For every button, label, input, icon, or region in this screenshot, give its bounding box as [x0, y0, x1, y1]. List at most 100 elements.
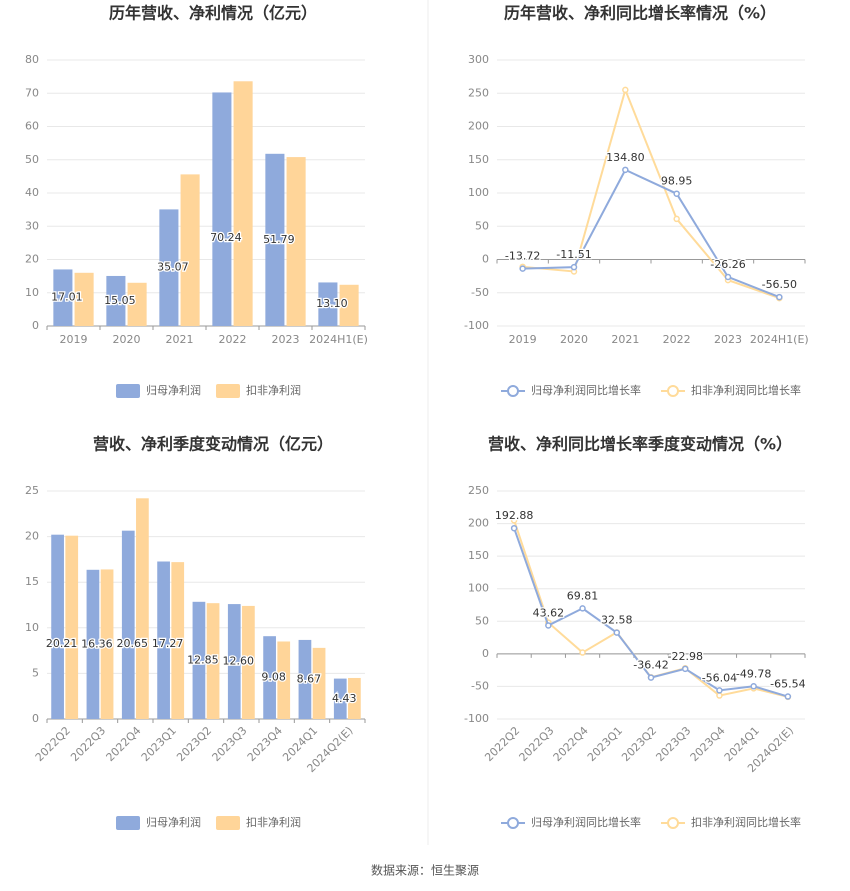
x-tick-label: 2023Q4	[245, 724, 285, 764]
point	[776, 293, 783, 301]
bar	[233, 81, 253, 326]
bar	[333, 678, 347, 719]
y-tick-label: 0	[482, 253, 489, 266]
point	[519, 265, 526, 272]
legend-swatch	[507, 817, 519, 829]
bar	[298, 639, 312, 719]
legend-label: 归母净利润	[146, 815, 201, 829]
legend-swatch	[116, 384, 140, 398]
data-label: -22.98	[667, 650, 702, 663]
data-label: 20.65	[117, 637, 149, 650]
y-tick-label: 250	[468, 86, 489, 99]
legend-label: 扣非净利润同比增长率	[691, 383, 801, 397]
y-tick-label: 25	[25, 484, 39, 497]
data-label: -11.51	[556, 248, 591, 261]
data-label: 134.80	[606, 151, 645, 164]
data-label: -49.78	[736, 667, 771, 680]
y-tick-label: 50	[475, 614, 489, 627]
point	[716, 687, 723, 694]
data-label: 43.62	[533, 606, 565, 619]
data-label: -13.72	[505, 250, 540, 263]
y-tick-label: -50	[471, 286, 489, 299]
x-tick-label: 2023Q3	[210, 724, 250, 764]
legend-swatch	[216, 384, 240, 398]
data-label: 12.60	[223, 655, 255, 668]
point	[724, 273, 732, 281]
x-tick-label: 2022Q3	[68, 724, 108, 764]
data-label: 35.07	[157, 261, 189, 274]
x-tick-label: 2022Q2	[482, 724, 522, 764]
x-tick-label: 2022Q4	[551, 724, 591, 764]
y-tick-label: 20	[25, 253, 39, 266]
data-label: 69.81	[567, 589, 599, 602]
bar	[86, 569, 100, 719]
x-tick-label: 2023Q3	[653, 724, 693, 764]
data-label: 8.67	[297, 672, 322, 685]
x-tick-label: 2022Q2	[33, 724, 73, 764]
point	[673, 215, 680, 223]
x-tick-label: 2020	[560, 333, 588, 346]
data-label: 192.88	[495, 509, 534, 522]
y-tick-label: 150	[468, 549, 489, 562]
legend-label: 扣非净利润同比增长率	[691, 815, 801, 829]
y-tick-label: 50	[25, 153, 39, 166]
y-tick-label: 200	[468, 120, 489, 133]
legend-swatch	[667, 385, 679, 397]
legend-label: 归母净利润同比增长率	[531, 815, 641, 829]
bar	[277, 641, 291, 719]
x-tick-label: 2020	[113, 333, 141, 346]
bar	[348, 677, 361, 719]
x-tick-label: 2022	[663, 333, 691, 346]
point	[579, 605, 586, 612]
x-tick-label: 2022Q3	[517, 724, 557, 764]
data-label: 20.21	[46, 637, 78, 650]
y-tick-label: -50	[471, 679, 489, 692]
bar	[242, 605, 255, 719]
data-label: 51.79	[263, 233, 295, 246]
bar	[51, 534, 64, 719]
data-label: 32.58	[601, 614, 633, 627]
y-tick-label: 15	[25, 575, 39, 588]
x-tick-label: 2019	[60, 333, 88, 346]
bar	[100, 569, 114, 719]
bar	[157, 561, 170, 719]
point	[622, 166, 629, 174]
bar	[227, 604, 241, 719]
line	[522, 168, 780, 299]
point	[510, 517, 518, 524]
bar	[206, 603, 220, 719]
x-tick-label: 2023Q1	[585, 724, 625, 764]
x-tick-label: 2024H1(E)	[309, 333, 368, 346]
chart-title: 历年营收、净利同比增长率情况（%）	[504, 4, 776, 23]
legend-swatch	[667, 817, 679, 829]
chart-title: 营收、净利季度变动情况（亿元）	[93, 435, 333, 454]
bar	[106, 275, 126, 326]
y-tick-label: 100	[468, 582, 489, 595]
point	[622, 86, 629, 94]
data-label: 12.85	[187, 653, 219, 666]
data-label: 15.05	[104, 294, 136, 307]
y-tick-label: 50	[475, 219, 489, 232]
bar	[53, 269, 73, 326]
legend-label: 扣非净利润	[246, 383, 301, 397]
bar	[212, 92, 232, 327]
point	[681, 665, 689, 673]
bar	[136, 498, 149, 719]
legend-swatch	[507, 385, 519, 397]
data-label: -26.26	[710, 258, 745, 271]
y-tick-label: 100	[468, 186, 489, 199]
legend-label: 归母净利润	[146, 383, 201, 397]
bar	[121, 530, 135, 719]
data-label: 17.01	[51, 291, 83, 304]
data-label: -56.04	[702, 671, 737, 684]
point	[647, 674, 655, 681]
data-label: 70.24	[210, 231, 242, 244]
y-tick-label: 80	[25, 53, 39, 66]
bar	[65, 535, 79, 719]
point	[579, 649, 586, 656]
y-tick-label: -100	[464, 319, 489, 332]
legend-label: 扣非净利润	[246, 815, 301, 829]
point	[673, 190, 680, 197]
y-tick-label: 10	[25, 286, 39, 299]
point	[613, 629, 621, 636]
